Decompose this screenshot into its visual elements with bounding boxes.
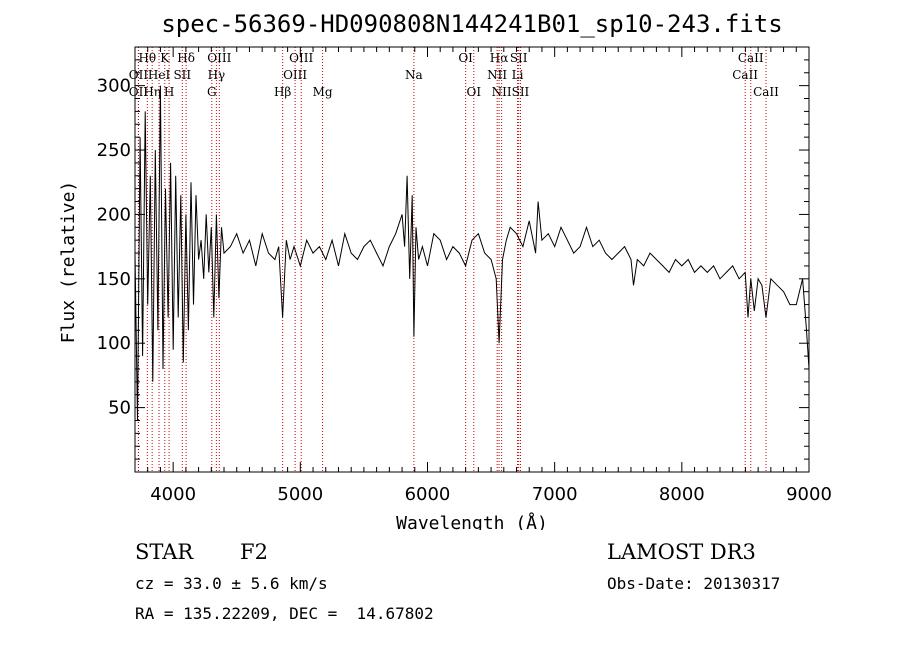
x-tick-label: 6000 [405, 484, 451, 505]
survey-label: LAMOST DR3 [607, 540, 756, 564]
y-tick-label: 250 [97, 140, 131, 161]
x-tick-label: 8000 [659, 484, 705, 505]
x-axis-label: Wavelength (Å) [396, 512, 548, 530]
axis-ticks: 4000 5000 6000 7000 8000 9000 50 100 150 200 250 30… [97, 46, 832, 505]
spectral-line-label: OIII [283, 68, 307, 82]
ra-dec-text: RA = 135.22209, DEC = 14.67802 [135, 604, 434, 623]
spectral-line-label: Li [512, 68, 524, 82]
y-tick-label: 300 [97, 76, 131, 97]
spectral-line-label: K [160, 51, 170, 65]
spectral-line-label: CaII [753, 85, 779, 99]
obs-date-text: Obs-Date: 20130317 [607, 574, 781, 593]
spectral-line-label: SII [173, 68, 191, 82]
x-tick-label: 7000 [532, 484, 578, 505]
y-tick-label: 50 [108, 398, 131, 419]
x-tick-label: 4000 [150, 484, 196, 505]
series-layer [134, 85, 810, 421]
spectral-line-label: Hγ [208, 68, 226, 82]
spectral-line-label: OI [458, 51, 473, 65]
redshift-text: cz = 33.0 ± 5.6 km/s [135, 574, 328, 593]
spectral-line-label: SII [512, 85, 530, 99]
y-axis-label: Flux (relative) [58, 181, 79, 344]
spectral-line-label: Hδ [177, 51, 195, 65]
x-tick-label: 5000 [277, 484, 323, 505]
spectral-line-label: Hη [143, 85, 161, 99]
spectral-line-label: NII [487, 68, 507, 82]
y-tick-label: 200 [97, 204, 131, 225]
spectral-line-label: Hθ [138, 51, 156, 65]
spectrum-line [134, 85, 810, 421]
spectral-line-label: G [207, 85, 217, 99]
spectral-line-label: OI [466, 85, 481, 99]
x-tick-label: 9000 [786, 484, 832, 505]
subclass-label: F2 [240, 540, 268, 564]
spectral-line-label: Na [405, 68, 423, 82]
spectral-line-label: NII [492, 85, 512, 99]
spectral-line-label: HeI [148, 68, 171, 82]
class-label: STAR [135, 540, 194, 564]
y-tick-label: 150 [97, 269, 131, 290]
spectral-line-label: Hβ [274, 85, 291, 99]
spectrum-plot: spec-56369-HD090808N144241B01_sp10-243.f… [58, 10, 832, 530]
spectral-line-label: OII [129, 85, 149, 99]
spectral-line-label: CaII [738, 51, 764, 65]
y-tick-label: 100 [97, 333, 131, 354]
spectral-line-label: OIII [207, 51, 231, 65]
spectral-line-label: H [164, 85, 174, 99]
chart-title: spec-56369-HD090808N144241B01_sp10-243.f… [161, 10, 782, 38]
spectral-line-label: Mg [313, 85, 333, 99]
spectral-line-label: Hα [490, 51, 509, 65]
spectral-line-label: CaII [732, 68, 758, 82]
spectral-line-label: OIII [289, 51, 313, 65]
plot-frame [134, 46, 810, 473]
spectral-line-label: SII [510, 51, 528, 65]
